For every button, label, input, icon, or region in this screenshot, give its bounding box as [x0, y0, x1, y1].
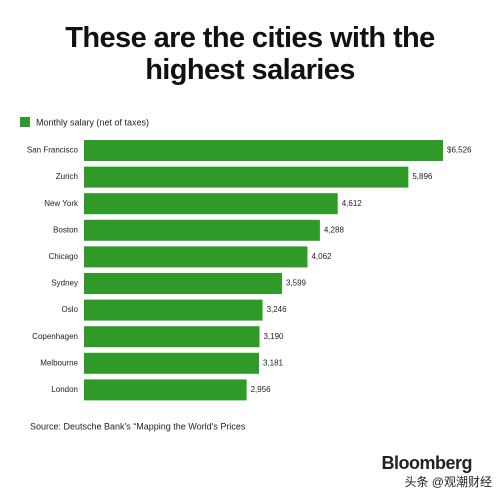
- bar: [84, 219, 320, 241]
- bar: [84, 352, 259, 374]
- source: Source: Deutsche Bank's “Mapping the Wor…: [30, 421, 246, 431]
- category-label: Boston: [53, 225, 78, 234]
- value-label: 3,246: [267, 305, 288, 314]
- brand: Bloomberg: [381, 453, 472, 473]
- bar: [84, 326, 260, 348]
- legend-swatch: [20, 117, 30, 127]
- value-label: 4,612: [342, 199, 363, 208]
- value-label: 2,956: [251, 385, 272, 394]
- category-label: Zurich: [56, 172, 78, 181]
- category-label: Copenhagen: [32, 332, 78, 341]
- watermark: 头条 @观潮财经: [404, 474, 492, 489]
- bar: [84, 299, 263, 321]
- chart-title: These are the cities with the highest sa…: [65, 22, 435, 86]
- category-label: Sydney: [51, 279, 78, 288]
- value-label: 4,062: [311, 252, 332, 261]
- bar: [84, 193, 338, 215]
- value-label: $6,526: [447, 146, 472, 155]
- bar: [84, 379, 247, 401]
- bar: [84, 246, 308, 268]
- bar: [84, 166, 409, 188]
- value-label: 3,599: [286, 279, 307, 288]
- value-label: 5,896: [412, 172, 433, 181]
- value-label: 4,288: [324, 225, 345, 234]
- legend-label: Monthly salary (net of taxes): [36, 117, 149, 127]
- category-label: New York: [44, 199, 79, 208]
- bar: [84, 273, 282, 294]
- category-label: Chicago: [49, 252, 79, 261]
- category-label: London: [51, 385, 78, 394]
- category-label: San Francisco: [27, 146, 79, 155]
- category-label: Oslo: [62, 305, 79, 314]
- bar: [84, 140, 443, 161]
- category-label: Melbourne: [40, 358, 78, 367]
- value-label: 3,190: [263, 332, 284, 341]
- value-label: 3,181: [263, 358, 284, 367]
